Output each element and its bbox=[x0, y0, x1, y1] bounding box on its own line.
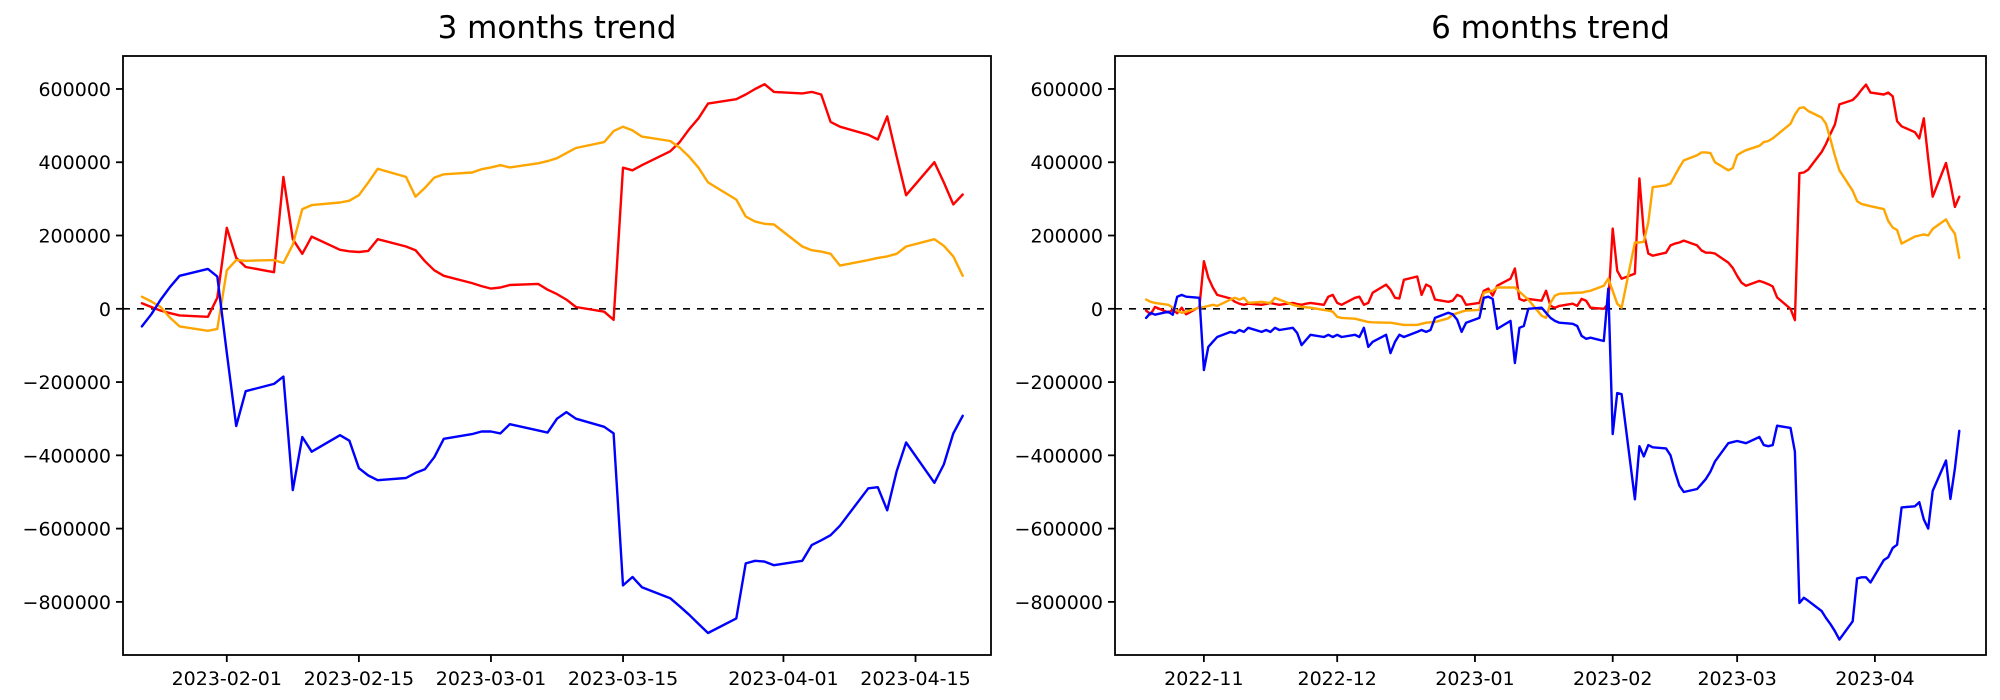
x-tick-label: 2023-03-15 bbox=[568, 668, 678, 690]
x-tick-label: 2023-02 bbox=[1573, 668, 1652, 690]
chart-3-months-trend: 600000 400000 200000 0 −200000 −400000 −600000… bbox=[23, 55, 992, 690]
x-tick-label: 2022-11 bbox=[1164, 668, 1243, 690]
y-tick-label: −200000 bbox=[23, 372, 111, 394]
y-tick-label: −200000 bbox=[1015, 372, 1103, 394]
x-tick-label: 2023-03-01 bbox=[436, 668, 546, 690]
y-tick-label: −400000 bbox=[1015, 445, 1103, 467]
y-tick-label: 200000 bbox=[1030, 226, 1103, 248]
x-tick-label: 2023-02-15 bbox=[304, 668, 414, 690]
series-orange-line bbox=[140, 125, 964, 332]
series-red-line bbox=[1144, 83, 1961, 322]
y-tick-label: −800000 bbox=[23, 592, 111, 614]
y-tick-label: 0 bbox=[1091, 299, 1103, 321]
y-tick-label: 600000 bbox=[1030, 79, 1103, 101]
y-tick-label: 600000 bbox=[38, 79, 111, 101]
x-tick-label: 2023-02-01 bbox=[172, 668, 282, 690]
chart-title-6-months: 6 months trend bbox=[1431, 10, 1670, 46]
y-tick-label: 0 bbox=[99, 299, 111, 321]
y-tick-label: −800000 bbox=[1015, 592, 1103, 614]
chart-6-months-trend: 600000 400000 200000 0 −200000 −400000 −600000… bbox=[1015, 55, 1987, 690]
y-tick-label: 400000 bbox=[1030, 152, 1103, 174]
x-tick-label: 2023-04-01 bbox=[728, 668, 838, 690]
y-tick-label: 200000 bbox=[38, 226, 111, 248]
x-tick-label: 2023-04 bbox=[1835, 668, 1914, 690]
y-tick-label: −400000 bbox=[23, 445, 111, 467]
y-tick-label: −600000 bbox=[1015, 519, 1103, 541]
y-tick-label: 400000 bbox=[38, 152, 111, 174]
chart-title-3-months: 3 months trend bbox=[437, 10, 677, 46]
axes-box bbox=[122, 55, 992, 656]
series-blue-line bbox=[1144, 287, 1961, 641]
y-tick-label: −600000 bbox=[23, 519, 111, 541]
series-orange-line bbox=[1144, 106, 1961, 327]
x-tick-label: 2023-04-15 bbox=[860, 668, 970, 690]
x-tick-label: 2023-03 bbox=[1697, 668, 1776, 690]
series-blue-line bbox=[140, 267, 964, 635]
x-tick-label: 2022-12 bbox=[1297, 668, 1376, 690]
series-red-line bbox=[140, 82, 964, 321]
x-tick-label: 2023-01 bbox=[1435, 668, 1514, 690]
axes-box bbox=[1114, 55, 1987, 656]
